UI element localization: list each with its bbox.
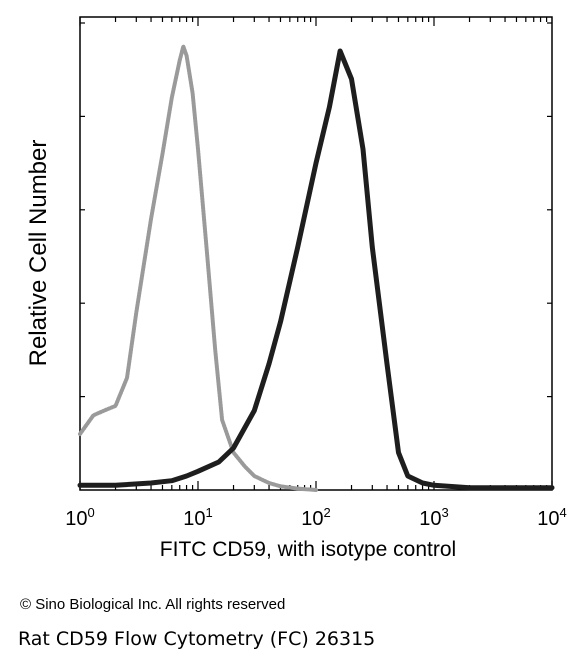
- x-tick-label-base: 10: [419, 508, 441, 530]
- x-tick-label-base: 10: [183, 508, 205, 530]
- x-tick-label: 103: [419, 505, 448, 530]
- plot-border: [79, 16, 553, 491]
- x-tick-label: 102: [301, 505, 330, 530]
- x-tick-label: 101: [183, 505, 212, 530]
- x-tick-label: 104: [537, 505, 566, 530]
- x-tick-label: 100: [65, 505, 94, 530]
- y-axis-ticks: [80, 22, 552, 398]
- x-tick-label-base: 10: [65, 508, 87, 530]
- y-axis-title: Relative Cell Number: [25, 140, 52, 367]
- x-tick-labels: 100 101 102 103 104: [65, 505, 566, 530]
- histogram-chart: 100 101 102 103 104 FITC CD59, with isotype …: [25, 16, 567, 561]
- x-tick-label-exponent: 4: [560, 505, 567, 520]
- figure-caption: Rat CD59 Flow Cytometry (FC) 26315: [18, 628, 376, 650]
- series-cd59-line: [77, 48, 555, 491]
- copyright-notice: © Sino Biological Inc. All rights reserv…: [20, 596, 286, 613]
- x-tick-label-base: 10: [537, 508, 559, 530]
- series-layer: [77, 44, 555, 492]
- x-tick-label-exponent: 1: [206, 505, 213, 520]
- x-tick-label-base: 10: [301, 508, 323, 530]
- x-tick-label-exponent: 3: [442, 505, 449, 520]
- x-tick-label-exponent: 0: [88, 505, 95, 520]
- x-axis-ticks: [79, 17, 553, 490]
- plot-frame: [79, 16, 553, 491]
- x-tick-label-exponent: 2: [324, 505, 331, 520]
- x-axis-title: FITC CD59, with isotype control: [160, 538, 456, 561]
- series-isotype-control-line: [78, 44, 318, 492]
